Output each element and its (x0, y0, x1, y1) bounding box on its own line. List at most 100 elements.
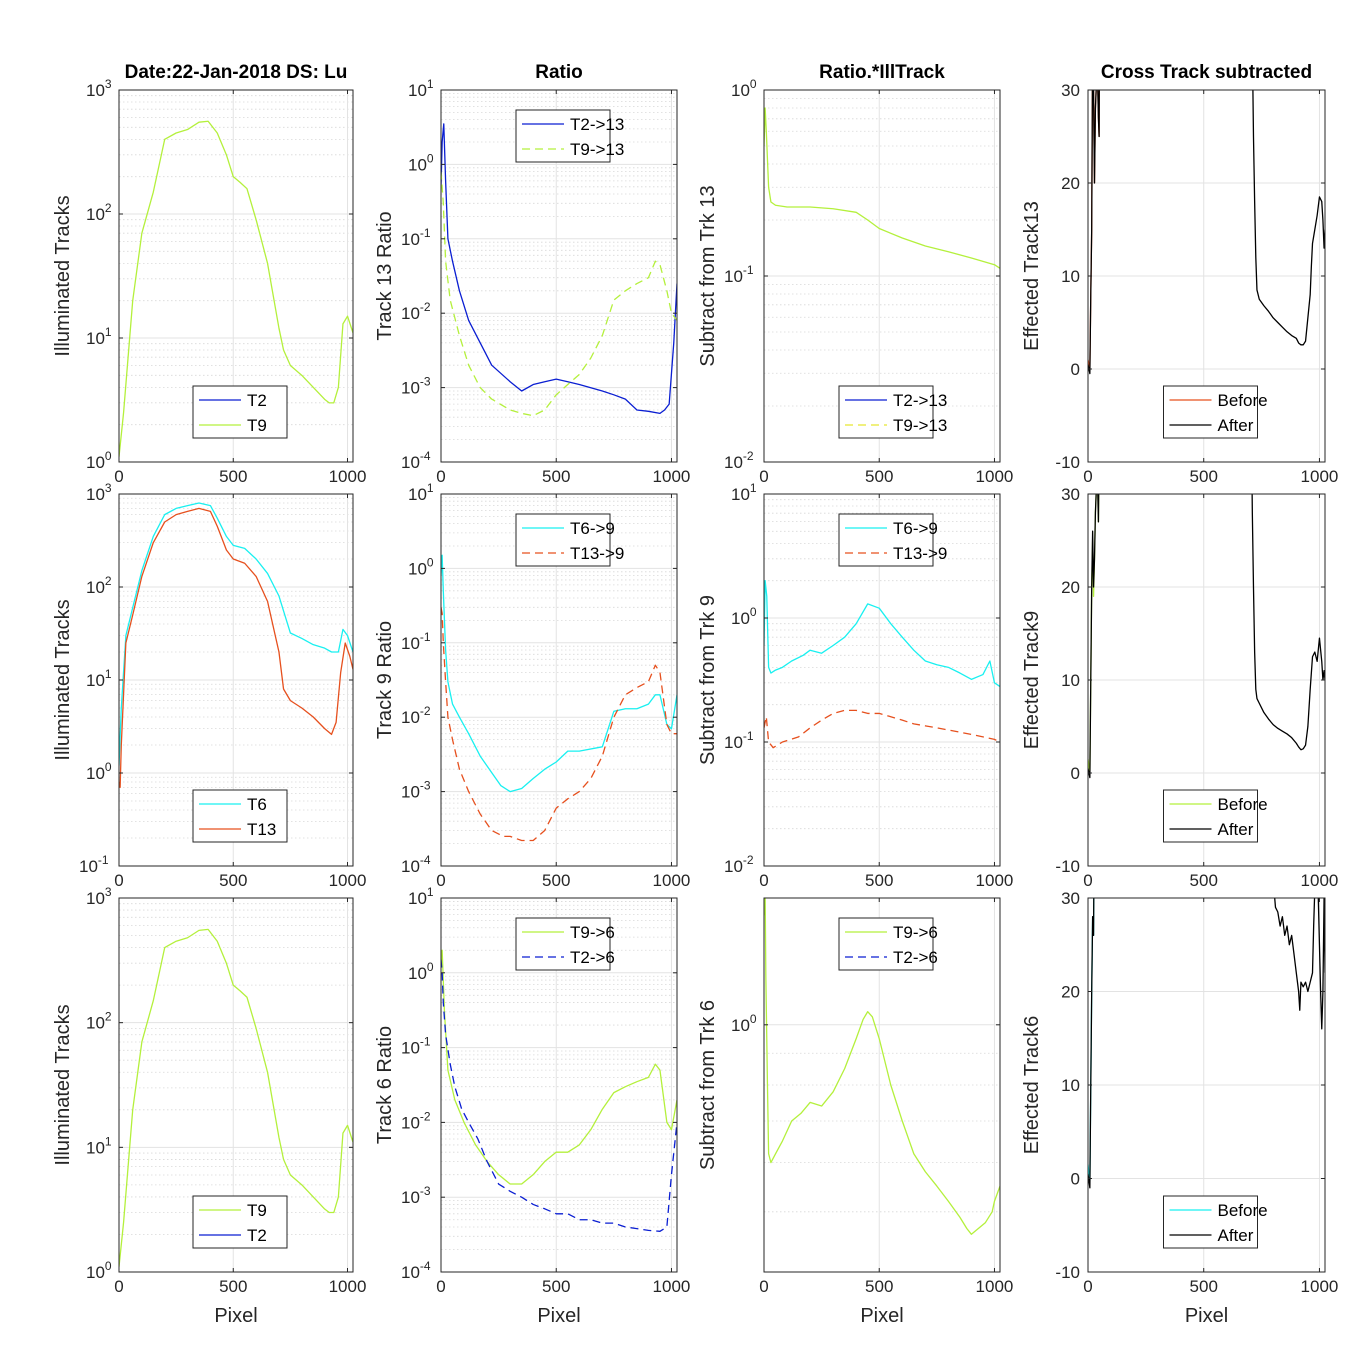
x-tick-label: 0 (759, 467, 768, 486)
y-tick-label: 10-2 (401, 704, 431, 727)
legend: Before After (1163, 789, 1268, 843)
x-tick-label: 1000 (653, 871, 691, 890)
x-tick-label: 0 (436, 1277, 445, 1296)
x-tick-label: 0 (1083, 871, 1092, 890)
legend-label: T2 (247, 391, 267, 410)
axes-box (440, 897, 678, 1273)
legend-label: After (1218, 820, 1254, 839)
axes-box (440, 89, 678, 463)
y-tick-label: 0 (1071, 764, 1080, 783)
legend: Before After (1163, 385, 1268, 439)
y-tick-label: 102 (86, 201, 112, 224)
y-tick-label: 100 (86, 1259, 112, 1282)
ticks (118, 89, 353, 463)
legend: T2->13 T9->13 (515, 109, 624, 163)
y-tick-label: 101 (408, 885, 434, 908)
series-line-t13-9 (764, 709, 1000, 749)
axes-box (118, 897, 354, 1273)
legend: Before After (1163, 1195, 1268, 1249)
y-tick-label: 20 (1061, 174, 1080, 193)
series-line-unlabeled-2 (1251, 494, 1325, 751)
x-tick-label: 1000 (1301, 1277, 1339, 1296)
x-tick-label: 500 (865, 1277, 893, 1296)
y-tick-label: 101 (408, 481, 434, 504)
y-tick-label: 10-3 (401, 779, 431, 802)
legend: T6->9 T13->9 (838, 513, 947, 567)
legend-label: T13->9 (570, 544, 624, 563)
series-line-t6-9 (764, 580, 1000, 688)
x-tick-label: 1000 (1301, 467, 1339, 486)
series-line-t6-9 (441, 554, 677, 793)
y-axis-label: Track 13 Ratio (374, 211, 396, 340)
subplot-title: Cross Track subtracted (1101, 62, 1312, 83)
y-tick-label: 10-2 (724, 449, 754, 472)
legend-label: T6->9 (570, 519, 615, 538)
series-line-unlabeled-2 (764, 107, 1000, 269)
y-tick-label: -10 (1055, 1263, 1080, 1282)
legend-label: T2->6 (570, 948, 615, 967)
y-tick-label: 10-1 (401, 630, 431, 653)
ticks (763, 89, 1000, 463)
subplot-r2c2: 10-4 10-3 10-2 10-1 100 101 0 500 1000 Track 9 Ra… (374, 481, 690, 890)
y-tick-label: 100 (731, 605, 757, 628)
x-tick-label: 0 (114, 871, 123, 890)
subplot-r2c1: 10-1 100 101 102 103 0 500 1000 Illuminated Trac… (52, 481, 366, 890)
y-axis-label: Effected Track9 (1021, 611, 1043, 750)
y-tick-label: 102 (86, 1010, 112, 1033)
y-tick-label: 101 (86, 325, 112, 348)
x-tick-label: 500 (1190, 1277, 1218, 1296)
series-line-after (1088, 90, 1100, 375)
y-tick-label: 10-2 (401, 1109, 431, 1132)
x-tick-label: 500 (219, 467, 247, 486)
y-tick-label: 100 (86, 449, 112, 472)
x-tick-label: 0 (114, 1277, 123, 1296)
legend-label: After (1218, 1226, 1254, 1245)
x-axis-label: Pixel (1185, 1305, 1228, 1327)
legend-label: T13 (247, 820, 276, 839)
y-tick-label: 10-4 (401, 449, 431, 472)
series-line-t6 (119, 502, 353, 766)
x-tick-label: 0 (1083, 467, 1092, 486)
legend-label: Before (1218, 795, 1268, 814)
y-tick-label: 10-1 (724, 729, 754, 752)
x-tick-label: 1000 (976, 467, 1014, 486)
y-tick-label: 100 (408, 555, 434, 578)
y-axis-label: Track 6 Ratio (374, 1026, 396, 1144)
y-tick-label: 10 (1061, 1076, 1080, 1095)
subplot-title: Ratio (535, 62, 583, 83)
y-axis-label: Illuminated Tracks (52, 599, 74, 760)
x-axis-label: Pixel (860, 1305, 903, 1327)
y-tick-label: -10 (1055, 857, 1080, 876)
series-line-t9-6 (764, 898, 1000, 1235)
x-axis-label: Pixel (214, 1305, 257, 1327)
y-tick-label: 30 (1061, 485, 1080, 504)
y-tick-label: 20 (1061, 578, 1080, 597)
x-tick-label: 1000 (976, 871, 1014, 890)
x-tick-label: 500 (865, 871, 893, 890)
y-axis-label: Subtract from Trk 13 (697, 185, 719, 366)
ticks (763, 493, 1000, 867)
x-tick-label: 1000 (976, 1277, 1014, 1296)
y-tick-label: 101 (86, 1134, 112, 1157)
y-tick-label: 103 (86, 481, 112, 504)
subplot-r1c1: 100 101 102 103 0 500 1000 Date:22-Jan-2018 DS:… (52, 62, 366, 486)
x-tick-label: 500 (865, 467, 893, 486)
y-tick-label: 101 (731, 481, 757, 504)
y-tick-label: 101 (86, 667, 112, 690)
subplot-r1c2: 10-4 10-3 10-2 10-1 100 101 0 500 1000 Ratio Track… (374, 62, 690, 486)
x-tick-label: 500 (542, 1277, 570, 1296)
legend-label: T9->6 (893, 923, 938, 942)
y-tick-label: 10-3 (401, 375, 431, 398)
x-tick-label: 500 (542, 467, 570, 486)
subplot-r2c3: 10-2 10-1 100 101 0 500 1000 Subtract from Trk … (697, 481, 1013, 890)
x-axis-label: Pixel (537, 1305, 580, 1327)
y-tick-label: 103 (86, 885, 112, 908)
x-tick-label: 500 (1190, 871, 1218, 890)
y-tick-label: 10-1 (401, 226, 431, 249)
